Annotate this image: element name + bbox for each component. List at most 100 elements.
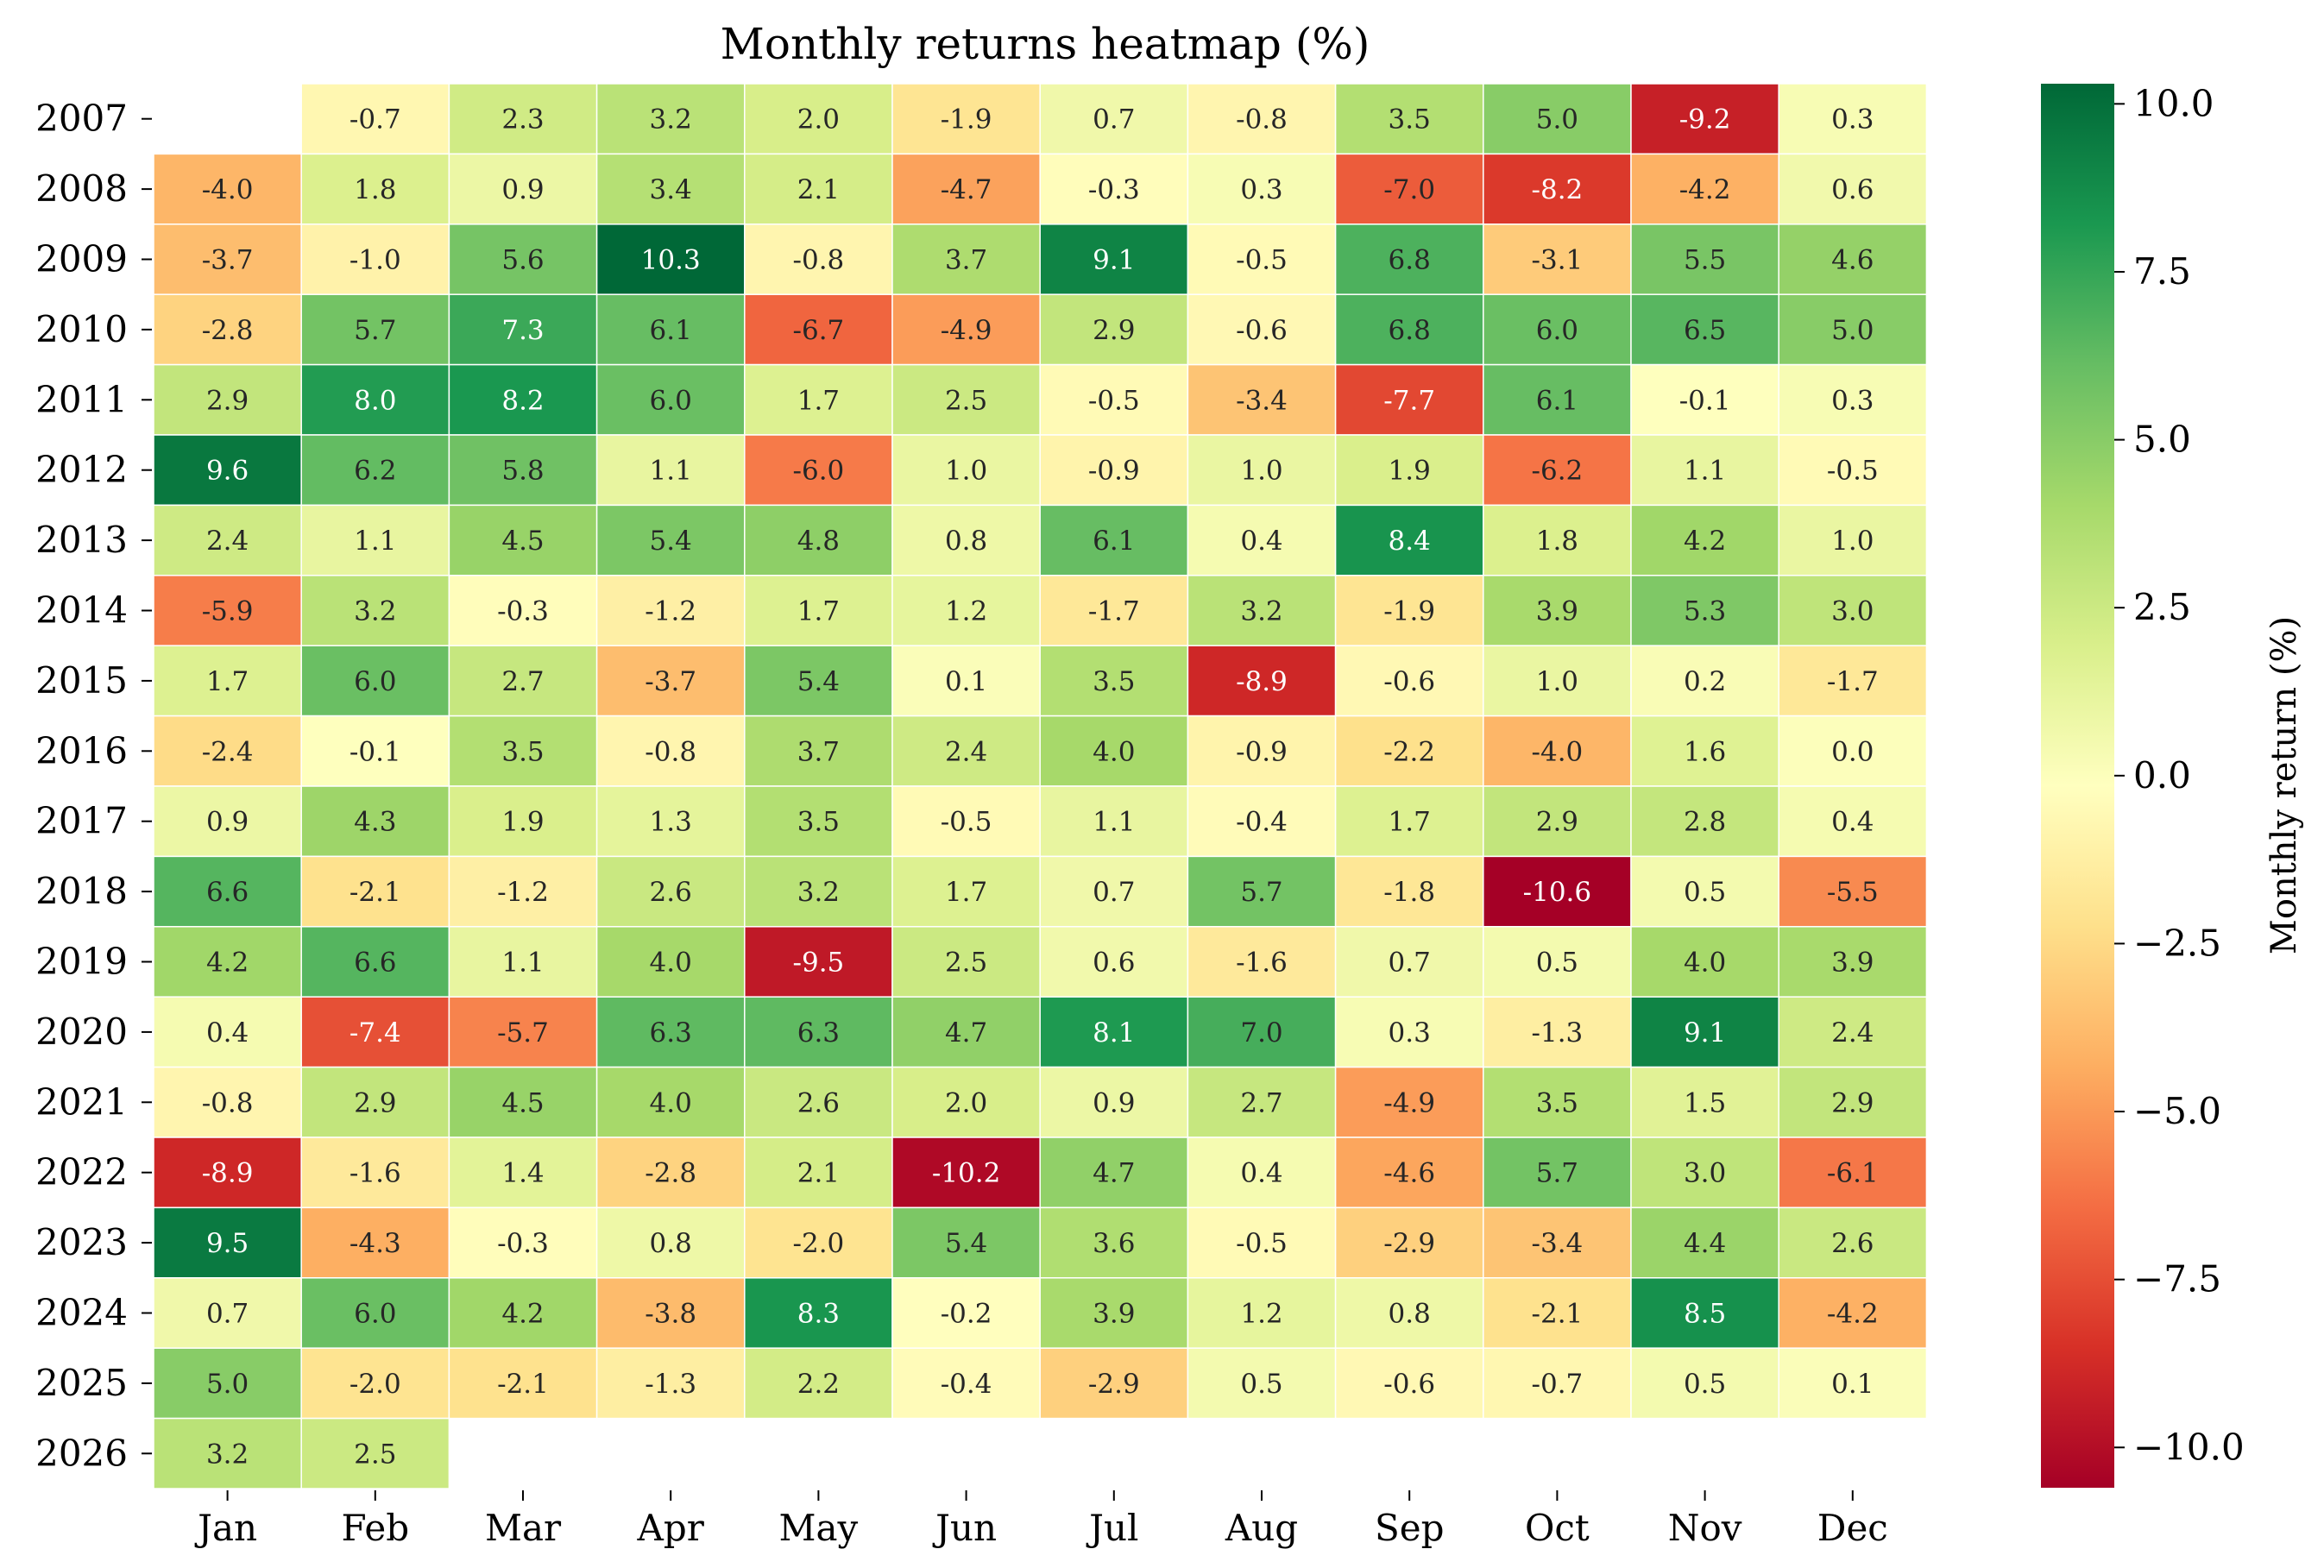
cell-value-label: 4.2 (501, 1299, 544, 1330)
cell-value-label: 6.1 (1093, 526, 1135, 557)
heatmap-cell (448, 1137, 598, 1209)
heatmap-cell (1187, 1277, 1337, 1349)
heatmap-cell (153, 1347, 302, 1420)
cell-value-label: 3.7 (945, 245, 987, 276)
cell-value-label: 9.1 (1093, 245, 1135, 276)
heatmap-cell (744, 1066, 893, 1138)
cell-value-label: 2.4 (945, 736, 987, 767)
cell-value-label: 6.0 (1536, 315, 1578, 346)
cell-value-label: 10.3 (641, 245, 701, 276)
y-tick-label: 2016 (35, 729, 128, 771)
heatmap-cell (744, 1206, 893, 1279)
cell-value-label: -3.4 (1236, 385, 1288, 416)
heatmap-cell (595, 1137, 746, 1209)
cell-value-label: 4.8 (797, 526, 840, 557)
heatmap-cell (1483, 645, 1632, 717)
cell-value-label: 5.6 (501, 245, 544, 276)
cell-value-label: -3.8 (645, 1299, 696, 1330)
cell-value-label: 5.0 (1536, 104, 1578, 135)
cell-value-label: -0.8 (202, 1087, 254, 1118)
heatmap-cell (1039, 363, 1189, 436)
cell-value-label: -3.7 (645, 666, 696, 697)
heatmap-cell (1778, 153, 1928, 225)
cell-value-label: -1.0 (350, 245, 401, 276)
cell-value-label: 1.9 (501, 807, 544, 838)
cell-value-label: -1.6 (1236, 948, 1288, 979)
heatmap-cell (448, 363, 598, 436)
heatmap-cell (1778, 504, 1928, 576)
cell-value-label: 0.9 (206, 807, 249, 838)
cell-value-label: -0.7 (1532, 1369, 1584, 1400)
y-tick-label: 2022 (35, 1151, 128, 1193)
cell-value-label: 6.3 (650, 1017, 692, 1048)
cell-value-label: 1.0 (945, 456, 987, 487)
cell-value-label: 5.0 (1831, 315, 1874, 346)
cell-value-label: -4.9 (1383, 1087, 1435, 1118)
cell-value-label: -4.0 (1532, 736, 1584, 767)
heatmap-cell (744, 645, 893, 717)
cell-value-label: 6.8 (1389, 315, 1431, 346)
heatmap-cell (300, 785, 450, 858)
heatmap-cell (300, 926, 450, 998)
colorbar-tick-label: −7.5 (2133, 1258, 2221, 1300)
y-tick-label: 2020 (35, 1011, 128, 1053)
cell-value-label: -2.8 (202, 315, 254, 346)
heatmap-cell (595, 715, 746, 787)
cell-value-label: 6.3 (797, 1017, 840, 1048)
cell-value-label: 2.9 (206, 385, 249, 416)
cell-value-label: 1.4 (501, 1158, 544, 1189)
heatmap-cell (595, 785, 746, 858)
cell-value-label: 6.5 (1684, 315, 1726, 346)
heatmap-cell (1778, 224, 1928, 295)
cell-value-label: 0.6 (1831, 174, 1874, 205)
heatmap-cell (1630, 715, 1779, 787)
chart-title: Monthly returns heatmap (%) (721, 19, 1370, 69)
cell-value-label: -4.3 (350, 1228, 401, 1259)
heatmap-cell (891, 504, 1041, 576)
cell-value-label: -1.3 (645, 1369, 696, 1400)
x-tick-label: Mar (485, 1507, 562, 1549)
heatmap-cell (595, 1277, 746, 1349)
cell-value-label: -0.5 (1088, 385, 1140, 416)
cell-value-label: 0.1 (1831, 1369, 1874, 1400)
cell-value-label: 3.5 (1389, 104, 1431, 135)
cell-value-label: -5.9 (202, 596, 254, 627)
heatmap-cell (448, 855, 598, 928)
heatmap-cell (1630, 153, 1779, 225)
cell-value-label: 1.0 (1240, 456, 1282, 487)
y-tick-label: 2015 (35, 659, 128, 702)
heatmap-cell (1483, 293, 1632, 366)
heatmap-cell (595, 504, 746, 576)
heatmap-cell (1039, 645, 1189, 717)
heatmap-cell (1334, 153, 1484, 225)
cell-value-label: 1.0 (1536, 666, 1578, 697)
heatmap-cell (1187, 1206, 1337, 1279)
cell-value-label: 0.6 (1093, 948, 1135, 979)
cell-value-label: 2.0 (945, 1087, 987, 1118)
heatmap-cell (448, 1206, 598, 1279)
colorbar-tick-label: −2.5 (2133, 922, 2221, 964)
x-tick-label: Sep (1375, 1507, 1445, 1549)
heatmap-cell (1187, 504, 1337, 576)
heatmap-cell (1778, 1347, 1928, 1420)
cell-value-label: 4.5 (501, 526, 544, 557)
heatmap-cell (595, 363, 746, 436)
heatmap-cell (1483, 1137, 1632, 1209)
heatmap-cell (1039, 926, 1189, 998)
heatmap-cell (1187, 575, 1337, 646)
colorbar-tick-label: 2.5 (2133, 586, 2191, 628)
cell-value-label: 5.0 (206, 1369, 249, 1400)
heatmap-cell (300, 1206, 450, 1279)
heatmap-cells (153, 83, 1928, 1489)
cell-value-label: 4.2 (206, 948, 249, 979)
x-tick-label: May (779, 1507, 859, 1549)
heatmap-cell (300, 645, 450, 717)
cell-value-label: -2.1 (350, 877, 401, 908)
heatmap-cell (1483, 504, 1632, 576)
colorbar-tick-label: 5.0 (2133, 419, 2191, 461)
heatmap-cell (1187, 153, 1337, 225)
heatmap-cell (448, 926, 598, 998)
cell-value-label: -0.3 (1088, 174, 1140, 205)
heatmap-cell (1187, 1347, 1337, 1420)
cell-value-label: 8.3 (797, 1299, 840, 1330)
